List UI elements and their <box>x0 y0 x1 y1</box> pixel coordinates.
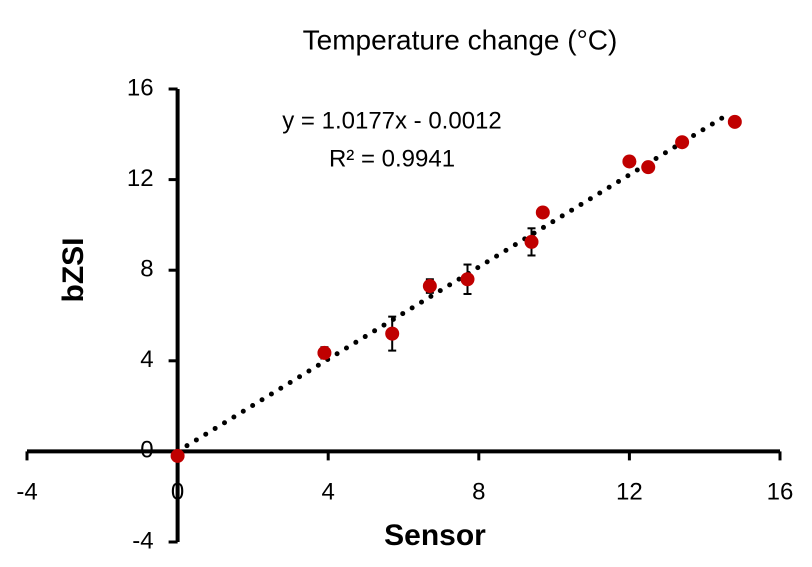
point <box>317 345 332 360</box>
x-tick-label: 8 <box>472 479 485 506</box>
point <box>641 160 656 175</box>
trendline-equation: y = 1.0177x - 0.0012 <box>282 107 502 134</box>
trendline <box>175 112 730 454</box>
point <box>460 272 475 287</box>
y-tick-label: 0 <box>140 437 153 464</box>
point <box>675 135 690 150</box>
y-tick-label: 12 <box>127 165 154 192</box>
x-tick-label: 0 <box>171 479 184 506</box>
trendline-r-squared: R² = 0.9941 <box>329 145 455 172</box>
x-tick-label: 4 <box>322 479 335 506</box>
y-tick-label: 8 <box>140 256 153 283</box>
x-tick-label: 12 <box>616 479 643 506</box>
y-tick-label: 16 <box>127 74 154 101</box>
point <box>422 279 437 294</box>
y-axis-label: bZSI <box>57 238 90 303</box>
y-tick-label: -4 <box>132 527 153 554</box>
point <box>535 205 550 220</box>
chart-title: Temperature change (°C) <box>303 24 618 55</box>
point <box>524 234 539 249</box>
point <box>727 114 742 129</box>
x-tick-label: -4 <box>16 479 37 506</box>
y-tick-label: 4 <box>140 346 153 373</box>
x-tick-label: 16 <box>767 479 794 506</box>
point <box>170 448 185 463</box>
point <box>622 154 637 169</box>
point <box>385 326 400 341</box>
x-axis-label: Sensor <box>384 519 486 552</box>
